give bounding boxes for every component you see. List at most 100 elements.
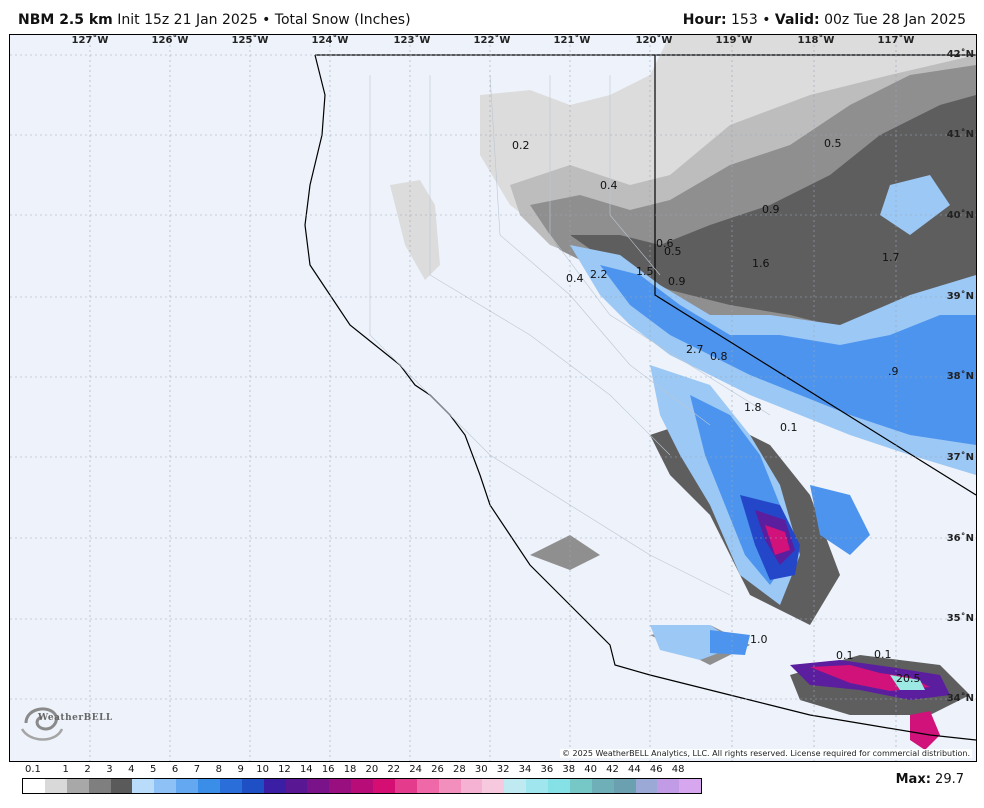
value-label: 0.2: [512, 139, 530, 152]
lat-label-35n: 35˚N: [946, 613, 974, 624]
scale-swatch: [198, 779, 220, 793]
graticule: [10, 35, 976, 761]
value-label: 20.5: [896, 672, 921, 685]
scale-swatch: [679, 779, 702, 793]
lon-label-117w: 117˚W: [877, 35, 915, 46]
scale-tick-label: 38: [562, 764, 576, 775]
value-label: 0.9: [668, 275, 686, 288]
lon-label-127w: 127˚W: [71, 35, 109, 46]
scale-tick-label: 34: [518, 764, 532, 775]
value-label: 1.0: [750, 633, 768, 646]
snowfall-map: 127˚W 126˚W 125˚W 124˚W 123˚W 122˚W 121˚…: [9, 34, 977, 762]
value-label: 0.1: [780, 421, 798, 434]
model-name: NBM 2.5 km: [18, 12, 113, 28]
scale-tick-label: 9: [237, 764, 244, 775]
scale-swatch: [526, 779, 548, 793]
scale-tick-label: 48: [671, 764, 685, 775]
init-time: Init 15z 21 Jan 2025: [117, 12, 258, 28]
scale-tick-label: 26: [431, 764, 444, 775]
value-label: 0.6: [656, 237, 674, 250]
lon-label-122w: 122˚W: [473, 35, 511, 46]
scale-swatch: [482, 779, 505, 793]
scale-tick-labels: 0.1 1 2 3 4 5 6 7 8 9 10 12 14 16 18 20 22 24 26 28 30 32 34 36…: [22, 764, 702, 776]
color-scale: 0.1 1 2 3 4 5 6 7 8 9 10 12 14 16 18 20 22 24 26 28 30 32 34 36…: [0, 760, 984, 808]
scale-tick-label: 7: [193, 764, 201, 775]
lon-label-125w: 125˚W: [231, 35, 269, 46]
valid-time: 00z Tue 28 Jan 2025: [824, 12, 966, 28]
scale-swatch: [548, 779, 570, 793]
scale-swatch: [394, 779, 417, 793]
bullet-separator-2: •: [762, 12, 771, 28]
hour-label: Hour:: [682, 12, 727, 28]
value-label: 2.2: [590, 268, 608, 281]
weatherbell-logo: WeatherBELL: [16, 699, 112, 747]
value-label: 1.6: [752, 257, 770, 270]
scale-tick-label: 20: [365, 764, 379, 775]
scale-swatch: [569, 779, 592, 793]
scale-swatch: [66, 779, 89, 793]
snow-heavy: [740, 495, 950, 750]
scale-swatch: [351, 779, 373, 793]
scale-bar: [22, 778, 702, 794]
hour-value: 153: [731, 12, 758, 28]
scale-tick-label: 42: [606, 764, 619, 775]
scale-tick-label: 1: [62, 764, 69, 775]
lon-label-123w: 123˚W: [393, 35, 431, 46]
max-readout: Max: 29.7: [896, 772, 964, 787]
lat-label-34n: 34˚N: [946, 693, 974, 704]
lon-label-120w: 120˚W: [635, 35, 673, 46]
lat-label-40n: 40˚N: [946, 210, 974, 221]
logo-text: WeatherBELL: [38, 713, 113, 723]
scale-tick-label: 18: [343, 764, 357, 775]
value-label: 0.8: [710, 350, 728, 363]
max-label: Max:: [895, 772, 931, 787]
lat-label-36n: 36˚N: [946, 533, 974, 544]
value-label: 0.9: [762, 203, 780, 216]
scale-swatch: [307, 779, 330, 793]
value-label: 0.5: [824, 137, 842, 150]
scale-swatch: [263, 779, 286, 793]
valid-label: Valid:: [774, 12, 820, 28]
value-label: .9: [888, 365, 899, 378]
scale-swatch: [154, 779, 177, 793]
scale-swatch: [416, 779, 439, 793]
header-left: NBM 2.5 km Init 15z 21 Jan 2025 • Total …: [18, 12, 411, 28]
scale-tick-label: 0.1: [24, 764, 41, 775]
scale-swatch: [460, 779, 483, 793]
bullet-separator: •: [262, 12, 271, 28]
scale-tick-label: 14: [299, 764, 313, 775]
scale-swatch: [635, 779, 658, 793]
logo-swirl-icon: [20, 707, 64, 741]
scale-swatch: [241, 779, 264, 793]
scale-tick-label: 16: [321, 764, 335, 775]
scale-swatch: [23, 779, 45, 793]
lat-label-38n: 38˚N: [946, 371, 974, 382]
value-label: 1.7: [882, 251, 900, 264]
scale-swatch: [504, 779, 527, 793]
map-graphic: [10, 35, 976, 761]
scale-swatch: [132, 779, 155, 793]
scale-tick-label: 12: [278, 764, 291, 775]
value-label: 0.4: [566, 272, 584, 285]
product-name: Total Snow (Inches): [274, 12, 411, 28]
value-label: 0.5: [664, 245, 682, 258]
scale-swatch: [285, 779, 308, 793]
scale-swatch: [613, 779, 636, 793]
scale-swatch: [591, 779, 614, 793]
value-label: 1.5: [636, 265, 654, 278]
value-label: 0.1: [836, 649, 854, 662]
scale-swatch: [657, 779, 680, 793]
scale-swatch: [438, 779, 461, 793]
header: NBM 2.5 km Init 15z 21 Jan 2025 • Total …: [0, 0, 984, 34]
scale-tick-label: 32: [496, 764, 510, 775]
lon-label-118w: 118˚W: [797, 35, 835, 46]
value-label: 0.4: [600, 179, 618, 192]
lon-label-126w: 126˚W: [151, 35, 189, 46]
scale-tick-label: 24: [409, 764, 423, 775]
header-right: Hour: 153 • Valid: 00z Tue 28 Jan 2025: [683, 12, 966, 28]
max-value: 29.7: [935, 772, 964, 787]
scale-tick-label: 28: [453, 764, 466, 775]
scale-swatch: [88, 779, 111, 793]
scale-tick-label: 46: [649, 764, 663, 775]
scale-tick-label: 40: [584, 764, 598, 775]
